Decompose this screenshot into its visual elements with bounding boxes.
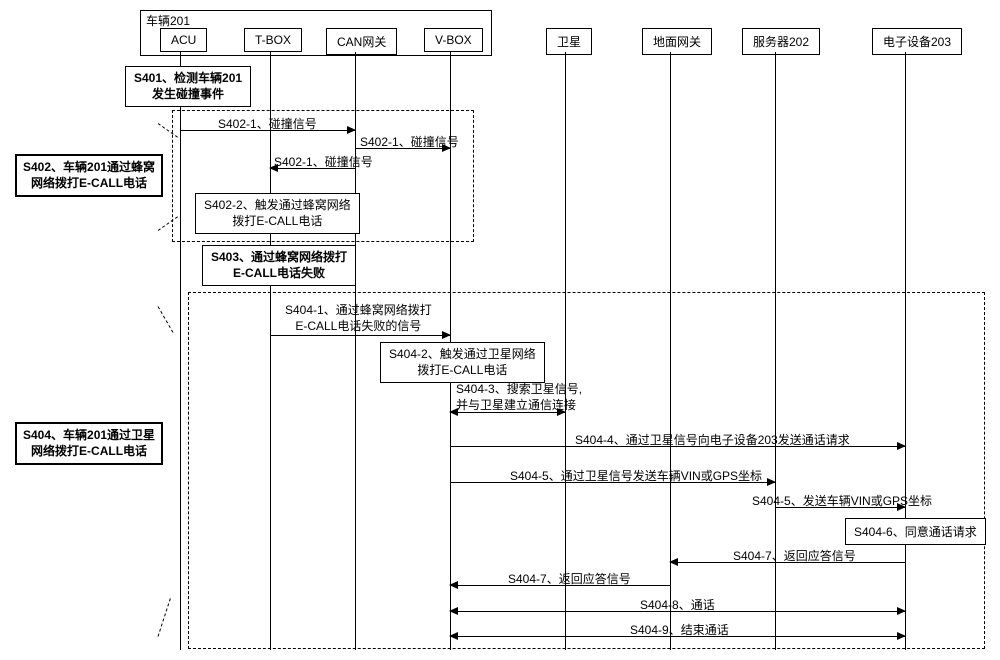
label-s404-3: S404-3、搜索卫星信号,并与卫星建立通信连接 <box>456 382 582 413</box>
participant-dev: 电子设备203 <box>872 28 962 55</box>
sequence-diagram: 车辆201 ACU T-BOX CAN网关 V-BOX 卫星 地面网关 服务器2… <box>10 10 990 650</box>
step-s402-side: S402、车辆201通过蜂窝网络拨打E-CALL电话 <box>15 154 163 197</box>
label-s404-5a: S404-5、通过卫星信号发送车辆VIN或GPS坐标 <box>510 467 762 484</box>
label-s404-5b: S404-5、发送车辆VIN或GPS坐标 <box>752 492 932 509</box>
participant-gw: 地面网关 <box>642 28 712 55</box>
step-s404-2: S404-2、触发通过卫星网络拨打E-CALL电话 <box>380 342 545 383</box>
label-s402-1-a: S402-1、碰撞信号 <box>218 115 317 132</box>
step-s404-side: S404、车辆201通过卫星网络拨打E-CALL电话 <box>15 422 163 465</box>
participant-sat: 卫星 <box>546 28 592 55</box>
label-s404-7a: S404-7、返回应答信号 <box>733 547 856 564</box>
label-s402-1-c: S402-1、碰撞信号 <box>274 153 373 170</box>
participant-can: CAN网关 <box>326 28 397 55</box>
label-s404-4: S404-4、通过卫星信号向电子设备203发送通话请求 <box>575 431 850 448</box>
step-s402-2: S402-2、触发通过蜂窝网络拨打E-CALL电话 <box>195 193 360 234</box>
label-s404-8: S404-8、通话 <box>640 596 715 613</box>
participant-acu: ACU <box>160 28 207 52</box>
participant-srv: 服务器202 <box>742 28 820 55</box>
label-s404-7b: S404-7、返回应答信号 <box>508 570 631 587</box>
arrow-s404-1 <box>270 335 450 336</box>
label-s402-1-b: S402-1、碰撞信号 <box>360 133 459 150</box>
participant-tbox: T-BOX <box>244 28 302 52</box>
step-s403: S403、通过蜂窝网络拨打E-CALL电话失败 <box>202 245 356 286</box>
step-s401: S401、检测车辆201发生碰撞事件 <box>125 66 251 107</box>
label-s404-1: S404-1、通过蜂窝网络拨打E-CALL电话失败的信号 <box>285 303 432 334</box>
connector-s404-top <box>158 306 174 332</box>
step-s404-6: S404-6、同意通话请求 <box>845 518 986 545</box>
connector-s404-bot <box>158 598 171 636</box>
label-s404-9: S404-9、结束通话 <box>630 621 729 638</box>
vehicle-group-label: 车辆201 <box>146 12 190 29</box>
participant-vbox: V-BOX <box>424 28 483 52</box>
